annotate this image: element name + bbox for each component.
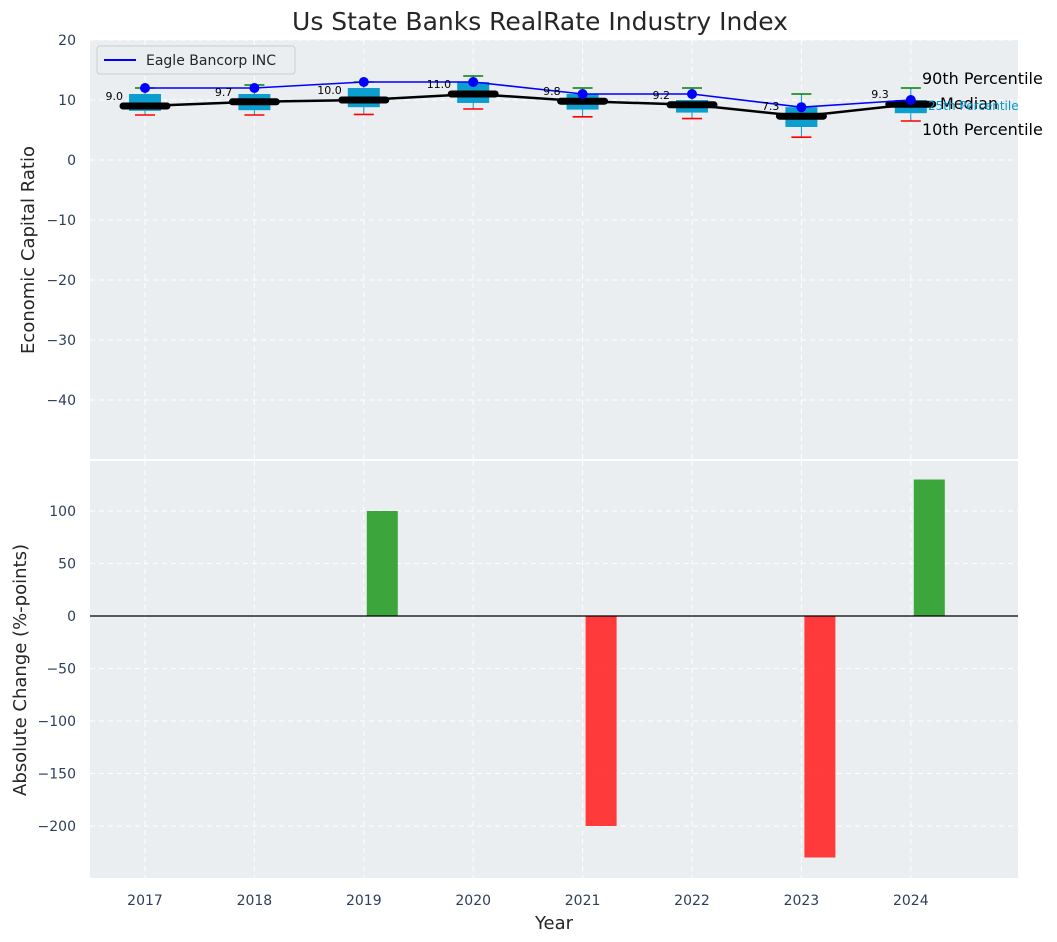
trend-lines <box>140 77 916 118</box>
annotation-median: Median <box>940 94 998 113</box>
change-bars <box>366 479 945 858</box>
x-ticks: 2017 2018 2019 2020 2021 2022 2023 2024 <box>127 893 929 909</box>
top-y-tick-label: −10 <box>46 213 76 229</box>
x-tick-label: 2020 <box>455 893 491 909</box>
x-tick-label: 2019 <box>346 893 382 909</box>
company-point <box>140 83 150 93</box>
median-value-label: 10.0 <box>317 84 342 97</box>
top-y-tick-label: 20 <box>58 33 76 49</box>
company-point <box>468 77 479 87</box>
bottom-y-tick-label: −50 <box>46 662 76 678</box>
top-y-tick-label: −30 <box>46 333 76 349</box>
bottom-y-axis-label: Absolute Change (%-points) <box>10 544 31 796</box>
bottom-y-tick-label: −100 <box>38 714 76 730</box>
median-value-label: 9.2 <box>653 89 671 102</box>
change-bar-2021 <box>585 616 617 826</box>
bottom-y-tick-label: 100 <box>49 504 76 520</box>
bottom-y-tick-label: 50 <box>58 557 76 573</box>
x-tick-label: 2018 <box>237 893 273 909</box>
company-point <box>687 89 697 99</box>
legend-label: Eagle Bancorp INC <box>146 53 276 69</box>
x-axis-label: Year <box>534 913 574 934</box>
median-value-label: 9.8 <box>543 85 561 98</box>
change-bar-2024 <box>913 479 945 616</box>
company-point <box>249 83 260 93</box>
legend: Eagle Bancorp INC <box>96 45 296 75</box>
top-y-axis-label: Economic Capital Ratio <box>18 146 39 354</box>
median-line <box>144 92 911 118</box>
bottom-gridlines <box>90 461 1018 878</box>
bottom-y-ticks: 100 50 0 −50 −100 −150 −200 <box>38 504 76 835</box>
top-y-tick-label: −40 <box>46 393 76 409</box>
median-value-label: 9.0 <box>106 90 124 103</box>
change-bar-2019 <box>366 511 398 616</box>
bottom-y-tick-label: 0 <box>67 609 76 625</box>
chart-title: Us State Banks RealRate Industry Index <box>292 7 788 36</box>
bottom-y-tick-label: −150 <box>38 767 76 783</box>
company-line <box>145 81 911 109</box>
median-value-label: 11.0 <box>427 78 452 91</box>
bottom-y-tick-label: −200 <box>38 819 76 835</box>
x-tick-label: 2021 <box>565 893 601 909</box>
top-y-ticks: 20 10 0 −10 −20 −30 −40 <box>46 33 76 409</box>
annotation-90th-percentile: 90th Percentile <box>922 69 1043 88</box>
change-bar-2023 <box>804 616 836 858</box>
median-value-label: 9.3 <box>871 88 889 101</box>
median-value-labels: 9.0 9.7 10.0 11.0 9.8 9.2 7.3 9.3 <box>106 78 889 113</box>
company-point <box>905 95 916 105</box>
top-panel: 20 10 0 −10 −20 −30 −40 9.0 9.7 10.0 11.0 9.8 9.2 7.… <box>18 33 1043 459</box>
bottom-plot-background <box>90 461 1018 878</box>
median-value-label: 7.3 <box>762 100 780 113</box>
top-y-tick-label: 0 <box>67 153 76 169</box>
annotation-10th-percentile: 10th Percentile <box>922 120 1043 139</box>
median-value-label: 9.7 <box>215 86 233 99</box>
company-point <box>577 89 588 99</box>
x-tick-label: 2022 <box>674 893 710 909</box>
top-y-tick-label: −20 <box>46 273 76 289</box>
x-tick-label: 2017 <box>127 893 163 909</box>
top-y-tick-label: 10 <box>58 93 76 109</box>
company-point <box>358 77 369 87</box>
x-tick-label: 2024 <box>893 893 929 909</box>
x-tick-label: 2023 <box>784 893 820 909</box>
company-point <box>796 102 807 113</box>
annotation-25th-percentile: 25th Percentile <box>928 99 1019 113</box>
legend-frame <box>96 45 296 75</box>
